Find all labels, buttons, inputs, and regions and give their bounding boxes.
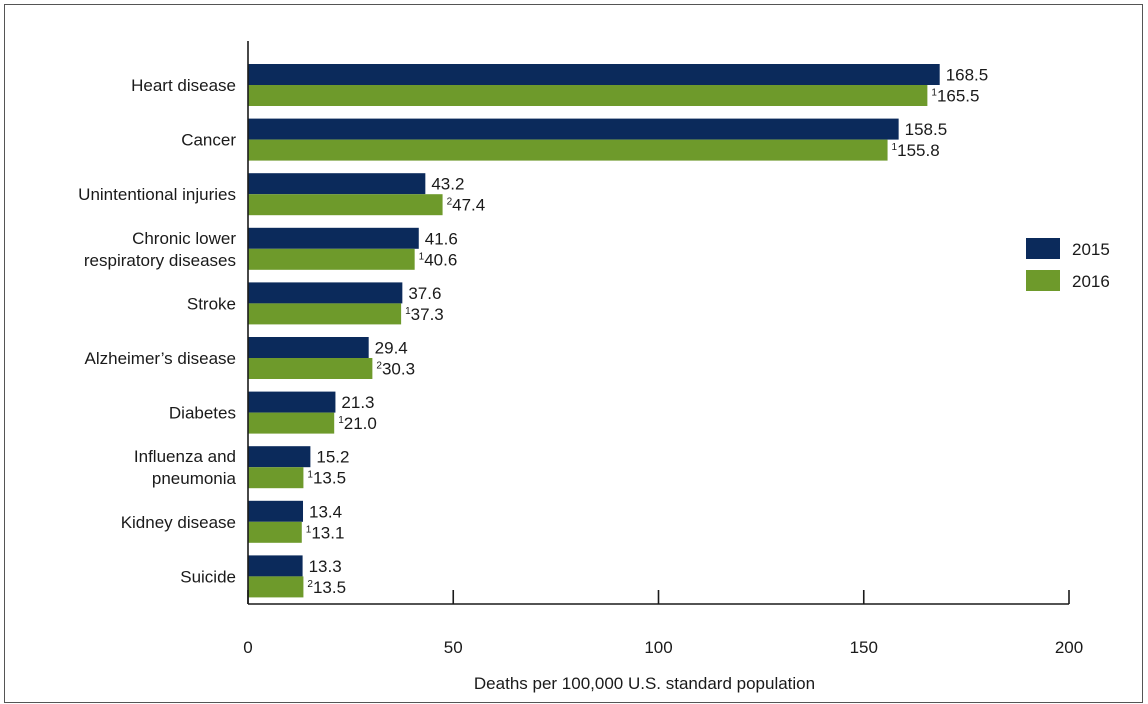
category-label: Stroke — [187, 294, 236, 313]
category-label: Diabetes — [169, 404, 236, 423]
footnote-marker: 1 — [419, 251, 425, 262]
bar-2015 — [248, 337, 369, 358]
value-text: 165.5 — [937, 87, 980, 106]
bar-2016 — [248, 248, 415, 270]
value-label-2015: 13.4 — [309, 502, 342, 521]
legend-swatch-2016 — [1026, 270, 1060, 291]
bar-2015 — [248, 118, 899, 140]
value-label-2015: 43.2 — [431, 175, 464, 194]
bar-2015 — [248, 500, 304, 522]
value-label-2015: 37.6 — [408, 284, 441, 303]
bar-2016 — [248, 194, 443, 216]
value-label-2016: 121.0 — [338, 414, 377, 433]
category-label: Kidney disease — [121, 513, 236, 532]
x-tick-label: 150 — [850, 638, 878, 657]
x-tick-label: 0 — [243, 638, 252, 657]
bar-2016 — [248, 521, 302, 543]
bar-2016 — [248, 412, 335, 434]
value-text: 21.0 — [344, 414, 377, 433]
legend-label-2016: 2016 — [1072, 272, 1110, 291]
value-label-2015: 29.4 — [375, 339, 408, 358]
value-label-2015: 168.5 — [946, 66, 989, 85]
value-label-2015: 41.6 — [425, 229, 458, 248]
bar-2015 — [248, 555, 303, 577]
category-label: pneumonia — [152, 469, 237, 488]
value-label-2015: 13.3 — [309, 557, 342, 576]
bar-2016 — [248, 467, 304, 489]
x-tick-label: 50 — [444, 638, 463, 657]
value-text: 155.8 — [897, 141, 940, 160]
value-label-2015: 158.5 — [905, 120, 948, 139]
value-label-2016: 247.4 — [447, 196, 486, 215]
value-text: 13.5 — [313, 469, 346, 488]
bar-2016 — [248, 139, 888, 161]
category-label: Cancer — [181, 131, 236, 150]
bar-2015 — [248, 227, 419, 249]
value-text: 47.4 — [452, 196, 485, 215]
footnote-marker: 2 — [376, 361, 382, 372]
footnote-marker: 1 — [892, 142, 898, 153]
value-text: 40.6 — [424, 250, 457, 269]
value-label-2016: 113.1 — [306, 523, 345, 542]
bar-2015 — [248, 391, 336, 413]
bar-2015 — [248, 446, 311, 468]
value-text: 37.3 — [411, 305, 444, 324]
x-tick-label: 100 — [644, 638, 672, 657]
legend-label-2015: 2015 — [1072, 240, 1110, 259]
value-label-2016: 1155.8 — [892, 141, 940, 160]
bar-2015 — [248, 173, 426, 195]
category-label: Alzheimer’s disease — [85, 349, 237, 368]
x-tick-label: 200 — [1055, 638, 1083, 657]
x-axis-title: Deaths per 100,000 U.S. standard populat… — [474, 674, 815, 693]
category-label: Chronic lower — [132, 229, 236, 248]
bar-2015 — [248, 282, 403, 304]
value-text: 13.1 — [311, 523, 344, 542]
value-label-2016: 140.6 — [419, 250, 458, 269]
bar-2016 — [248, 576, 304, 598]
value-text: 13.5 — [313, 578, 346, 597]
category-label: Suicide — [180, 567, 236, 586]
footnote-marker: 1 — [307, 470, 313, 481]
value-label-2015: 21.3 — [341, 393, 374, 412]
footnote-marker: 1 — [931, 88, 937, 99]
value-label-2016: 213.5 — [307, 578, 346, 597]
value-label-2016: 1165.5 — [931, 87, 979, 106]
footnote-marker: 2 — [447, 197, 453, 208]
footnote-marker: 2 — [307, 579, 313, 590]
footnote-marker: 1 — [306, 524, 312, 535]
footnote-marker: 1 — [405, 306, 411, 317]
category-label: Heart disease — [131, 76, 236, 95]
bar-2016 — [248, 303, 402, 325]
category-label: respiratory diseases — [84, 251, 236, 270]
value-label-2016: 113.5 — [307, 469, 346, 488]
footnote-marker: 1 — [338, 415, 344, 426]
bar-2016 — [248, 85, 928, 106]
legend-swatch-2015 — [1026, 238, 1060, 259]
value-label-2016: 137.3 — [405, 305, 444, 324]
value-label-2016: 230.3 — [376, 360, 415, 379]
chart-frame: 168.5 1165.5 Heart disease 158.5 1155.8 Cance… — [4, 4, 1143, 703]
category-label: Influenza and — [134, 447, 236, 466]
bar-2016 — [248, 358, 373, 379]
bar-2015 — [248, 64, 940, 85]
value-label-2015: 15.2 — [316, 448, 349, 467]
category-label: Unintentional injuries — [78, 185, 236, 204]
value-text: 30.3 — [382, 360, 415, 379]
